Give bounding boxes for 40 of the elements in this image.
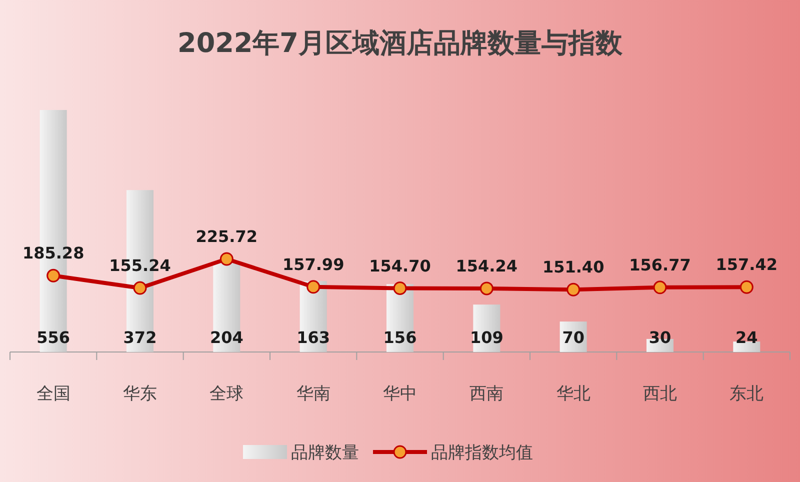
data-label: 151.40: [542, 258, 604, 277]
data-label: 372: [123, 328, 157, 347]
x-tick-label: 华南: [296, 384, 330, 404]
point: [220, 252, 234, 266]
point: [306, 280, 320, 294]
point: [566, 282, 580, 296]
data-label: 154.24: [456, 256, 518, 276]
data-label: 155.24: [109, 256, 171, 276]
data-label: 157.99: [282, 254, 344, 274]
point: [133, 281, 147, 295]
x-tick-label: 东北: [730, 384, 764, 404]
bar: [733, 342, 760, 352]
data-label: 70: [562, 328, 584, 347]
data-label: 204: [210, 328, 244, 347]
data-label: 157.42: [716, 255, 778, 274]
x-tick-label: 全球: [210, 384, 244, 404]
data-label: 556: [36, 328, 70, 347]
data-label: 163: [296, 328, 330, 347]
data-label: 156: [383, 328, 417, 347]
data-label: 225.72: [196, 227, 258, 246]
data-label: 156.77: [629, 255, 691, 274]
data-label: 30: [648, 328, 672, 347]
data-label: 24: [736, 328, 758, 347]
chart-title: 2022年7月区域酒店品牌数量与指数: [178, 28, 624, 59]
data-label: 185.28: [22, 244, 84, 263]
x-tick-label: 华中: [383, 384, 417, 404]
x-tick-label: 全国: [36, 384, 70, 404]
legend-label: 品牌数量: [291, 443, 359, 463]
x-tick-label: 西北: [643, 384, 677, 404]
data-label: 109: [470, 328, 504, 347]
x-tick-label: 华东: [123, 384, 157, 404]
data-label: 154.70: [369, 256, 431, 276]
legend-label: 品牌指数均值: [431, 443, 533, 463]
x-tick-label: 华北: [556, 384, 590, 404]
point: [653, 280, 667, 294]
point: [46, 268, 60, 282]
x-tick-label: 西南: [470, 384, 504, 404]
point: [393, 282, 407, 296]
point: [480, 282, 494, 296]
point: [740, 280, 754, 294]
